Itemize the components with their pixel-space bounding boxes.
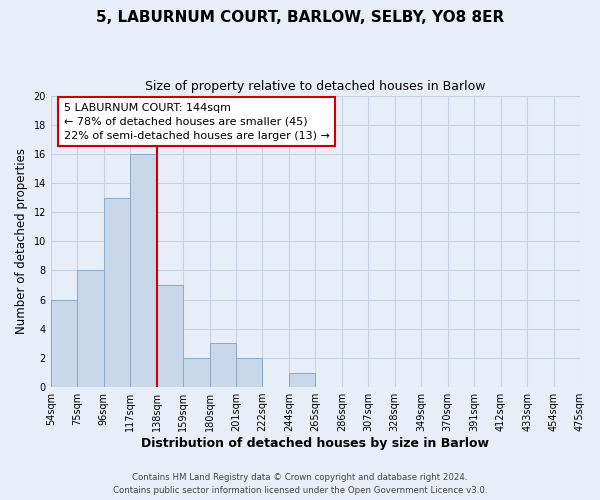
Title: Size of property relative to detached houses in Barlow: Size of property relative to detached ho… — [145, 80, 485, 93]
Bar — [130, 154, 157, 387]
Bar — [104, 198, 130, 387]
X-axis label: Distribution of detached houses by size in Barlow: Distribution of detached houses by size … — [142, 437, 490, 450]
Bar — [289, 372, 316, 387]
Bar — [236, 358, 262, 387]
Bar — [77, 270, 104, 387]
Bar — [51, 300, 77, 387]
Text: 5 LABURNUM COURT: 144sqm
← 78% of detached houses are smaller (45)
22% of semi-d: 5 LABURNUM COURT: 144sqm ← 78% of detach… — [64, 103, 330, 141]
Text: Contains HM Land Registry data © Crown copyright and database right 2024.
Contai: Contains HM Land Registry data © Crown c… — [113, 474, 487, 495]
Y-axis label: Number of detached properties: Number of detached properties — [15, 148, 28, 334]
Text: 5, LABURNUM COURT, BARLOW, SELBY, YO8 8ER: 5, LABURNUM COURT, BARLOW, SELBY, YO8 8E… — [96, 10, 504, 25]
Bar — [209, 344, 236, 387]
Bar — [157, 285, 183, 387]
Bar — [183, 358, 209, 387]
